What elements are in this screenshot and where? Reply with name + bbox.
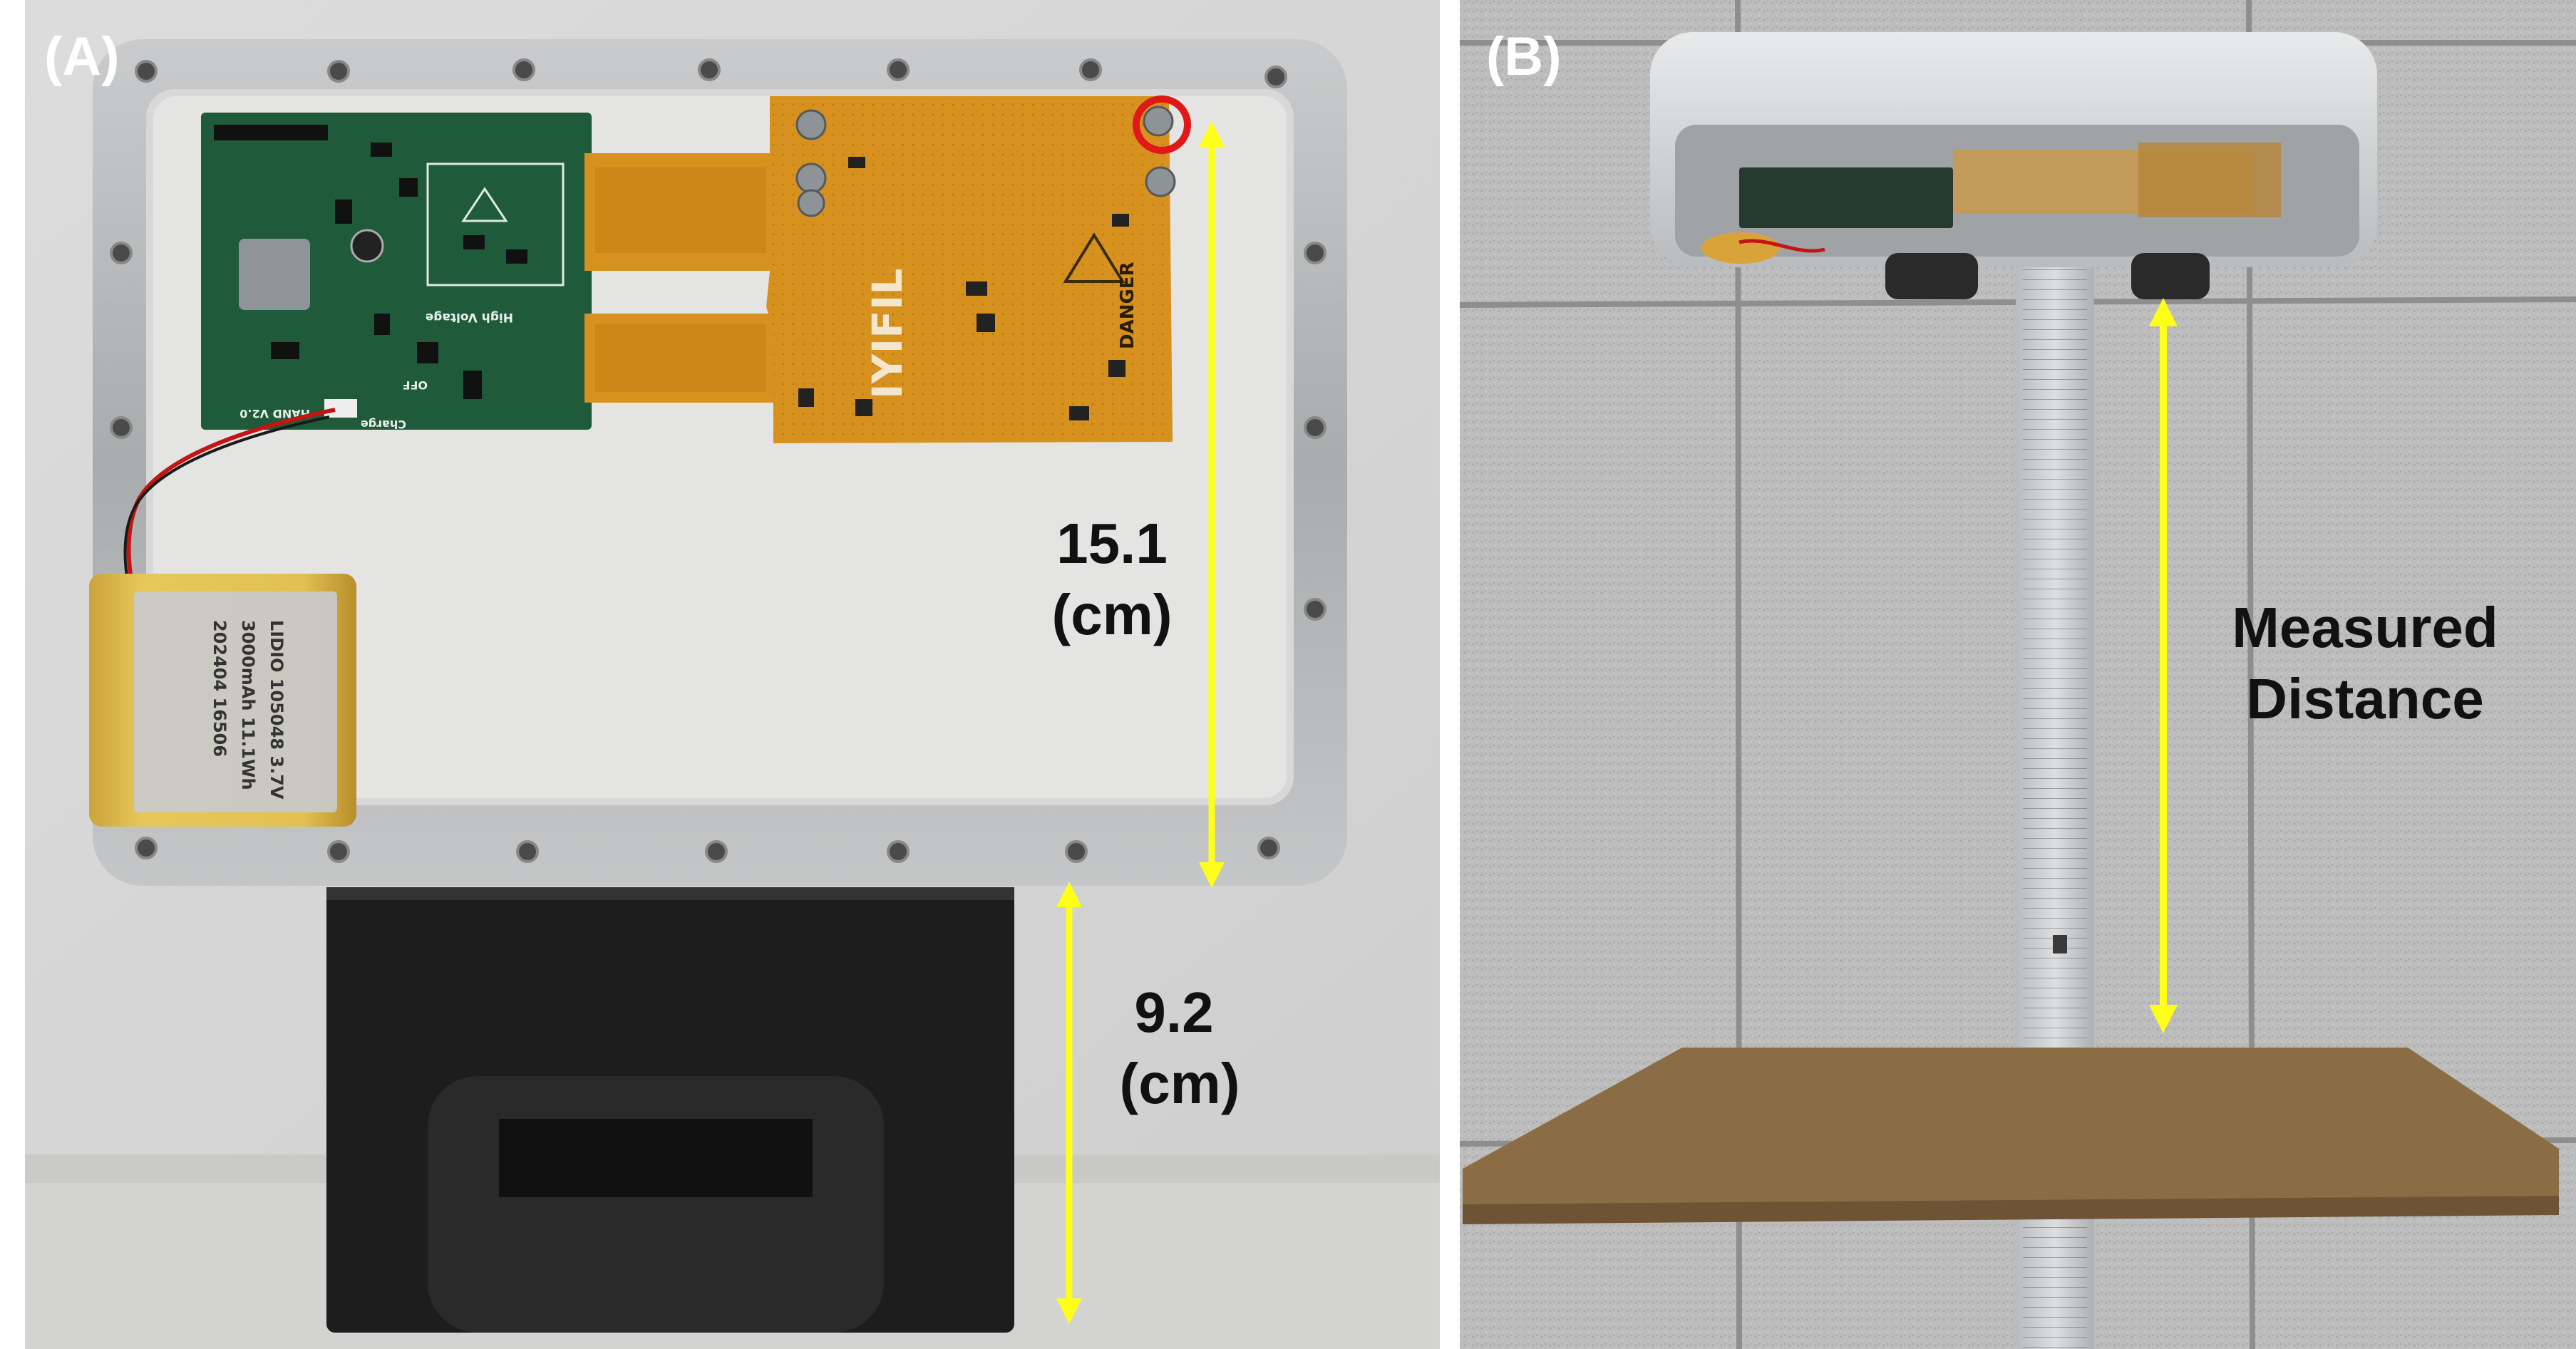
warning-label-text: DANGER (1117, 262, 1138, 349)
measured-distance-label-line-1: Measured (2232, 596, 2498, 659)
pcb-text-charge: Charge (361, 418, 406, 431)
cardboard-target (1463, 1048, 2559, 1215)
highlight-circle (1133, 95, 1191, 154)
flex-circuit: IYIFIL DANGER (584, 96, 1176, 443)
battery-label-line-3: 202404 16506 (210, 620, 230, 757)
measurement-top-value: 15.1 (1056, 512, 1168, 575)
battery-wire (126, 408, 336, 585)
panel-a-label: (A) (44, 26, 120, 87)
flex-logo-text: IYIFIL (863, 269, 912, 399)
measurement-bottom-value: 9.2 (1134, 981, 1213, 1044)
battery-label-line-2: 3000mAh 11.1Wh (238, 620, 258, 790)
lipo-battery: LIDIO 105048 3.7V 3000mAh 11.1Wh 202404 … (89, 574, 356, 827)
measurement-bottom-unit: (cm) (1120, 1052, 1240, 1115)
black-stand (326, 887, 1014, 1333)
battery-label-line-1: LIDIO 105048 3.7V (267, 620, 287, 800)
panel-b-label: (B) (1486, 26, 1562, 87)
panel-divider (1440, 0, 1460, 1349)
panel-b: Measured Distance (B) (1459, 0, 2576, 1349)
panel-a: High Voltage Charge OFF HAND V2.0 IY (25, 0, 1440, 1349)
pcb-text-off: OFF (403, 378, 428, 392)
frame-screws (110, 58, 1326, 863)
device-under-test (1650, 32, 2377, 299)
pcb-text-version: HAND V2.0 (239, 407, 310, 420)
pcb-text-high-voltage: High Voltage (426, 310, 513, 324)
measured-distance-label-line-2: Distance (2246, 667, 2483, 730)
green-pcb: High Voltage Charge OFF HAND V2.0 (201, 113, 592, 431)
measurement-top-unit: (cm) (1052, 583, 1173, 646)
